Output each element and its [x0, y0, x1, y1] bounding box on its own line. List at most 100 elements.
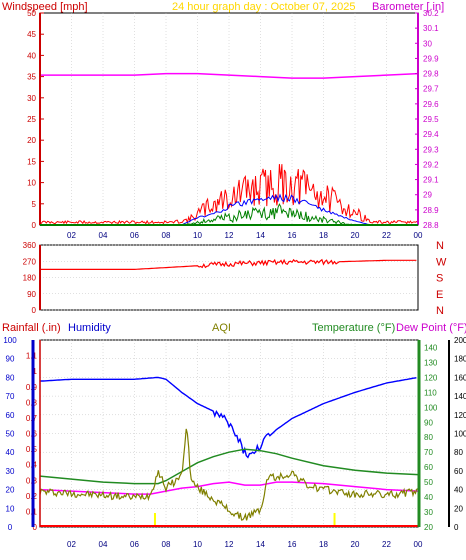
aqi-y-tick-label: 80: [454, 448, 463, 457]
temperature-y-tick-label: 70: [424, 448, 433, 457]
wind-y-tick-label: 35: [27, 73, 36, 82]
temperature-y-tick-label: 40: [424, 493, 433, 502]
temperature-y-tick-label: 140: [424, 343, 438, 352]
wind-x-tick-label: 16: [288, 231, 297, 240]
wind-gust-line: [39, 164, 419, 225]
temperature-y-tick-label: 60: [424, 463, 433, 472]
aqi-y-tick-label: 60: [454, 467, 463, 476]
wind-x-tick-label: 14: [256, 231, 265, 240]
barometer-y-tick-label: 30: [423, 39, 432, 48]
aqi-y-tick-label: 120: [454, 411, 466, 420]
wind-y-tick-label: 15: [27, 157, 36, 166]
humidity-y-tick-label: 20: [6, 486, 15, 495]
direction-panel-series: [40, 258, 417, 270]
barometer-y-tick-label: 30.1: [423, 24, 439, 33]
temperature-y-tick-label: 120: [424, 373, 438, 382]
humidity-y-tick-label: 10: [6, 504, 15, 513]
barometer-y-tick-label: 29.1: [423, 176, 439, 185]
direction-panel-grid: [40, 244, 418, 311]
aqi-y-tick-label: 40: [454, 486, 463, 495]
wind-y-tick-label: 30: [27, 94, 36, 103]
aqi-y-tick-label: 160: [454, 373, 466, 382]
wind-x-tick-label: 04: [99, 231, 108, 240]
climate-x-tick-label: 22: [382, 540, 391, 549]
aqi-title: AQI: [212, 322, 231, 334]
wind-x-tick-label: 12: [225, 231, 234, 240]
wind-x-tick-label: 00: [414, 231, 423, 240]
wind-x-tick-label: 18: [319, 231, 328, 240]
humidity-y-tick-label: 70: [6, 392, 15, 401]
temperature-line: [39, 448, 419, 485]
barometer-y-tick-label: 29.5: [423, 115, 439, 124]
temperature-y-tick-label: 50: [424, 478, 433, 487]
temperature-y-tick-label: 90: [424, 418, 433, 427]
barometer-title: Barometer [.in]: [372, 1, 444, 13]
dewpoint-line: [39, 481, 419, 495]
direction-y-tick-label: 180: [23, 274, 37, 283]
humidity-y-tick-label: 30: [6, 467, 15, 476]
climate-x-tick-label: 08: [162, 540, 171, 549]
aqi-y-tick-label: 20: [454, 504, 463, 513]
climate-x-tick-label: 18: [319, 540, 328, 549]
rainfall-title: Rainfall (.in): [2, 322, 61, 334]
windspeed-title: Windspeed [mph]: [2, 1, 88, 13]
barometer-y-tick-label: 29.3: [423, 145, 439, 154]
barometer-y-tick-label: 29.7: [423, 85, 439, 94]
barometer-y-tick-label: 29.6: [423, 100, 439, 109]
rain-y-tick-label: 1: [33, 367, 38, 376]
climate-x-tick-label: 16: [288, 540, 297, 549]
temperature-y-tick-label: 30: [424, 508, 433, 517]
wind-y-tick-label: 0: [32, 221, 37, 230]
wind-y-tick-label: 40: [27, 51, 36, 60]
climate-x-tick-label: 00: [414, 540, 423, 549]
temperature-y-tick-label: 110: [424, 388, 437, 397]
compass-label: W: [436, 256, 447, 268]
barometer-y-tick-label: 29.8: [423, 70, 439, 79]
climate-panel-axes: 02 04 06 08 10 12 14 16 18 20 22 000102030405060708…: [3, 336, 466, 549]
wind-y-tick-label: 20: [27, 136, 36, 145]
barometer-y-tick-label: 28.9: [423, 206, 439, 215]
wind-y-tick-label: 25: [27, 115, 36, 124]
wind-x-tick-label: 10: [193, 231, 202, 240]
direction-y-tick-label: 0: [32, 306, 37, 315]
direction-y-tick-label: 360: [23, 241, 37, 250]
wind-x-tick-label: 08: [162, 231, 171, 240]
barometer-y-tick-label: 29.2: [423, 160, 439, 169]
climate-x-tick-label: 14: [256, 540, 265, 549]
humidity-y-tick-label: 80: [6, 373, 15, 382]
humidity-y-tick-label: 40: [6, 448, 15, 457]
wind-y-tick-label: 45: [27, 30, 36, 39]
humidity-title: Humidity: [68, 322, 111, 334]
humidity-line: [39, 376, 417, 459]
compass-label: N: [436, 305, 444, 317]
graph-date-title: 24 hour graph day : October 07, 2025: [172, 1, 355, 13]
direction-y-tick-label: 90: [27, 290, 36, 299]
humidity-y-tick-label: 60: [6, 411, 15, 420]
wind-panel-axes: 02 04 06 08 10 12 14 16 18 20 22 000510152025303540…: [27, 9, 439, 240]
wind-panel-grid: [71, 13, 419, 225]
climate-x-tick-label: 20: [351, 540, 360, 549]
barometer-line: [40, 72, 419, 79]
climate-x-tick-label: 02: [67, 540, 76, 549]
wind-y-tick-label: 10: [27, 179, 36, 188]
climate-x-tick-label: 04: [99, 540, 108, 549]
barometer-y-tick-label: 29: [423, 191, 432, 200]
wind-x-tick-label: 06: [130, 231, 139, 240]
temperature-y-tick-label: 100: [424, 403, 438, 412]
barometer-y-tick-label: 30.2: [423, 9, 439, 18]
humidity-y-tick-label: 0: [8, 523, 13, 532]
humidity-y-tick-label: 50: [6, 430, 15, 439]
humidity-y-tick-label: 100: [3, 336, 17, 345]
compass-label: S: [436, 273, 443, 285]
temperature-y-tick-label: 80: [424, 433, 433, 442]
temperature-y-tick-label: 130: [424, 358, 438, 367]
humidity-y-tick-label: 90: [6, 355, 15, 364]
aqi-y-tick-label: 0: [454, 523, 459, 532]
aqi-y-tick-label: 200: [454, 336, 466, 345]
wind-y-tick-label: 50: [27, 9, 36, 18]
aqi-line: [39, 428, 419, 521]
compass-label: E: [436, 289, 443, 301]
wind-direction-line: [40, 258, 417, 270]
